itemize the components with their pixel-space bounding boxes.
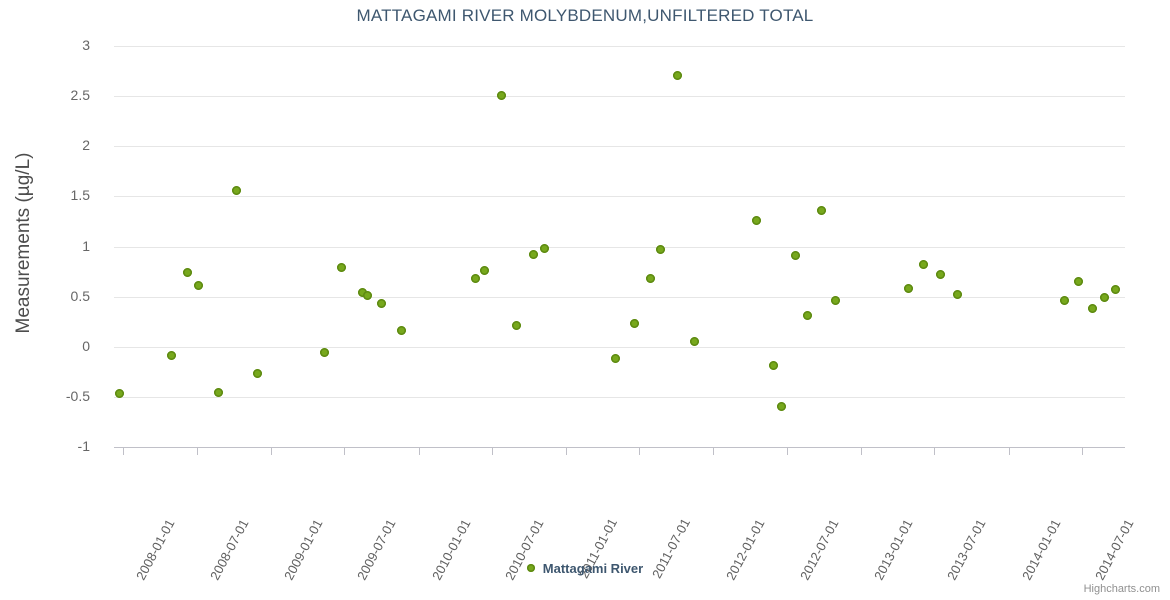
data-point[interactable] bbox=[320, 348, 330, 358]
data-point[interactable] bbox=[830, 296, 840, 306]
y-axis-tick-label: -0.5 bbox=[65, 387, 90, 404]
data-point[interactable] bbox=[337, 263, 347, 273]
data-point[interactable] bbox=[511, 321, 521, 331]
legend-marker-icon bbox=[526, 563, 535, 572]
data-point[interactable] bbox=[193, 281, 203, 291]
highcharts-credits-link[interactable]: Highcharts.com bbox=[1083, 583, 1160, 595]
x-axis-tick bbox=[713, 448, 715, 455]
y-axis-tick-label: 0.5 bbox=[70, 287, 90, 304]
data-point[interactable] bbox=[252, 369, 262, 379]
y-axis-tick-label: 0 bbox=[82, 337, 90, 354]
y-gridline bbox=[114, 146, 1125, 148]
data-point[interactable] bbox=[480, 266, 490, 276]
y-gridline bbox=[114, 246, 1125, 248]
x-axis-tick bbox=[861, 448, 863, 455]
y-gridline bbox=[114, 46, 1125, 47]
data-point[interactable] bbox=[182, 268, 192, 278]
y-axis-tick-labels: 3 2.5 2 1.5 1 0.5 0 -0.5 -1 bbox=[22, 37, 90, 454]
data-point[interactable] bbox=[918, 260, 928, 269]
x-axis-tick-label-wrap: 2008-07-01 bbox=[207, 458, 282, 583]
data-point[interactable] bbox=[363, 291, 373, 301]
x-axis-tick-label-wrap: 2012-07-01 bbox=[797, 458, 872, 583]
x-axis-tick-label-wrap: 2009-01-01 bbox=[281, 458, 356, 583]
y-axis-tick-label: 1 bbox=[82, 237, 90, 254]
x-axis-tick-label-wrap: 2013-01-01 bbox=[871, 458, 947, 583]
x-axis-tick bbox=[1081, 448, 1083, 455]
data-point[interactable] bbox=[611, 354, 621, 364]
data-point[interactable] bbox=[768, 361, 778, 371]
data-point[interactable] bbox=[396, 326, 406, 336]
y-gridline bbox=[114, 296, 1125, 298]
legend-item-label: Mattagami River bbox=[542, 561, 644, 577]
data-point[interactable] bbox=[1110, 285, 1120, 295]
x-axis-tick-label-wrap: 2013-07-01 bbox=[944, 458, 1020, 583]
data-point[interactable] bbox=[539, 244, 549, 253]
x-axis-tick-label-wrap: 2010-01-01 bbox=[429, 458, 504, 583]
y-axis-tick-label: 2 bbox=[82, 137, 90, 154]
x-axis-tick bbox=[271, 448, 273, 455]
x-axis-tick-label-wrap: 2014-07-01 bbox=[1092, 458, 1167, 583]
x-axis-tick-label-wrap: 2011-07-01 bbox=[649, 458, 724, 581]
x-axis-tick bbox=[934, 448, 936, 455]
chart-title: MATTAGAMI RIVER MOLYBDENUM,UNFILTERED TO… bbox=[356, 6, 814, 25]
x-axis-tick-label-wrap: 2008-01-01 bbox=[133, 458, 209, 583]
x-axis-tick bbox=[196, 448, 198, 455]
data-point[interactable] bbox=[1059, 296, 1069, 306]
data-point[interactable] bbox=[777, 402, 787, 412]
y-axis-tick-label: -1 bbox=[77, 438, 90, 454]
x-axis-tick bbox=[123, 448, 125, 455]
x-axis-tick-label-wrap: 2010-07-01 bbox=[502, 458, 577, 583]
x-axis-tick bbox=[566, 448, 567, 455]
data-point[interactable] bbox=[529, 250, 539, 259]
y-gridline bbox=[114, 96, 1125, 98]
data-point[interactable] bbox=[231, 185, 241, 195]
y-axis-tick-label: 1.5 bbox=[70, 187, 90, 204]
x-axis-tick bbox=[639, 448, 641, 455]
data-point[interactable] bbox=[802, 311, 812, 321]
plot-area bbox=[114, 46, 1125, 448]
data-point[interactable] bbox=[1099, 293, 1109, 303]
data-point[interactable] bbox=[1088, 304, 1098, 314]
y-gridline bbox=[114, 346, 1125, 348]
data-point[interactable] bbox=[904, 284, 914, 294]
y-axis-tick-label: 3 bbox=[82, 37, 90, 53]
x-axis-tick bbox=[491, 448, 493, 455]
data-point[interactable] bbox=[377, 299, 387, 309]
y-gridline bbox=[114, 196, 1125, 198]
x-axis-tick-label-wrap: 2012-01-01 bbox=[723, 458, 799, 583]
data-point[interactable] bbox=[497, 90, 507, 100]
data-point[interactable] bbox=[952, 290, 962, 300]
data-point[interactable] bbox=[470, 274, 480, 284]
data-point[interactable] bbox=[673, 70, 683, 80]
data-point[interactable] bbox=[935, 270, 945, 280]
data-point[interactable] bbox=[791, 251, 801, 260]
data-point[interactable] bbox=[645, 274, 655, 284]
y-axis-tick-label: 2.5 bbox=[70, 87, 90, 104]
x-axis-tick-label-wrap: 2014-01-01 bbox=[1019, 458, 1094, 583]
data-point[interactable] bbox=[689, 337, 699, 347]
x-axis-ticks bbox=[114, 448, 1125, 456]
legend-item-mattagami-river[interactable]: Mattagami River bbox=[526, 560, 644, 577]
data-point[interactable] bbox=[816, 205, 826, 215]
x-axis-tick bbox=[418, 448, 420, 455]
chart-legend: Mattagami River bbox=[0, 560, 1170, 576]
x-axis-tick-label-wrap: 2009-07-01 bbox=[354, 458, 429, 583]
data-point[interactable] bbox=[357, 288, 367, 298]
data-point[interactable] bbox=[655, 245, 665, 254]
data-point[interactable] bbox=[214, 388, 224, 398]
data-point[interactable] bbox=[114, 389, 124, 399]
x-axis-tick bbox=[344, 448, 346, 455]
x-axis-line bbox=[114, 447, 1125, 448]
x-axis-tick-label-wrap: 2011-01-01 bbox=[576, 458, 651, 581]
x-axis-tick bbox=[786, 448, 788, 455]
y-gridline bbox=[114, 396, 1125, 398]
data-point[interactable] bbox=[167, 351, 177, 361]
x-axis-tick bbox=[1008, 448, 1010, 455]
data-point[interactable] bbox=[751, 215, 761, 225]
data-point[interactable] bbox=[630, 319, 640, 329]
data-point[interactable] bbox=[1074, 277, 1083, 287]
